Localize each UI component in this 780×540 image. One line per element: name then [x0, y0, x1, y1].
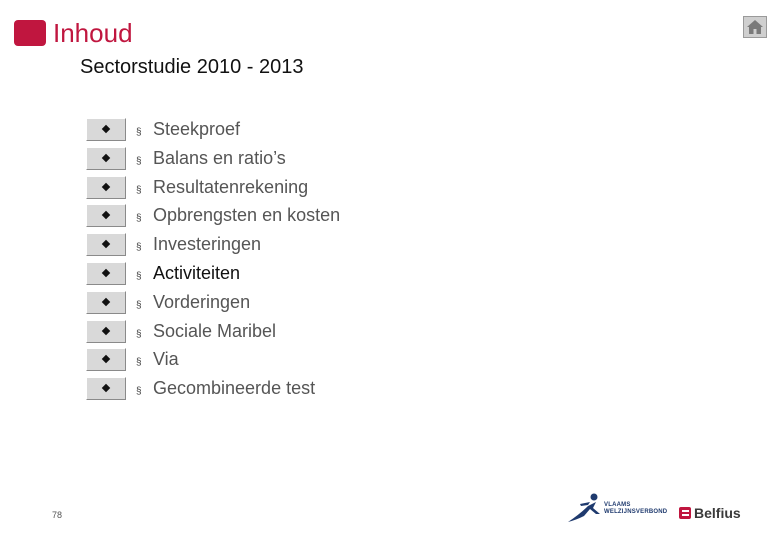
toc-item-label[interactable]: Steekproef	[153, 119, 241, 139]
square-bullet-icon: §	[136, 270, 142, 282]
toc-item-opbrengsten: § Opbrengsten en kosten	[86, 201, 386, 230]
nav-bullet-button[interactable]	[86, 204, 126, 228]
toc-item-vorderingen: § Vorderingen	[86, 288, 386, 317]
toc-item-label[interactable]: Balans en ratio’s	[153, 147, 286, 168]
vlaams-welzijnsverbond-logo: VLAAMS WELZIJNSVERBOND	[566, 492, 667, 524]
toc-item-via: § Via	[86, 345, 386, 374]
section-subtitle: Sectorstudie 2010 - 2013	[80, 56, 304, 78]
toc-item-sociale-maribel: § Sociale Maribel	[86, 317, 386, 346]
vwv-wordmark: VLAAMS WELZIJNSVERBOND	[604, 502, 667, 516]
toc-item-label[interactable]: Gecombineerde test	[153, 378, 316, 399]
diamond-icon	[101, 297, 111, 307]
diamond-icon	[101, 383, 111, 393]
diamond-icon	[101, 182, 111, 191]
square-bullet-icon: §	[136, 155, 142, 167]
toc-item-label[interactable]: Resultatenrekening	[153, 176, 309, 197]
nav-bullet-button[interactable]	[86, 348, 126, 372]
square-bullet-icon: §	[136, 299, 142, 311]
toc-item-label[interactable]: Opbrengsten en kosten	[153, 205, 341, 226]
nav-bullet-button[interactable]	[86, 118, 126, 141]
figure-logo-icon	[568, 493, 600, 522]
header-accent-block	[14, 20, 46, 46]
toc-item-activiteiten: § Activiteiten	[86, 259, 386, 288]
toc-item-label[interactable]: Sociale Maribel	[153, 320, 277, 341]
diamond-icon	[101, 124, 111, 134]
toc-item-resultatenrekening: § Resultatenrekening	[86, 173, 386, 202]
toc-item-label-active[interactable]: Activiteiten	[153, 262, 241, 283]
diamond-icon	[101, 239, 111, 249]
vwv-line2: WELZIJNSVERBOND	[604, 509, 668, 515]
nav-bullet-button[interactable]	[86, 319, 126, 343]
square-bullet-icon: §	[136, 184, 142, 196]
diamond-icon	[101, 211, 111, 220]
page-title: Inhoud	[53, 18, 133, 48]
belfius-wordmark: Belfius	[694, 505, 741, 521]
diamond-icon	[101, 153, 111, 163]
nav-bullet-button[interactable]	[86, 290, 126, 314]
page-number: 78	[52, 510, 63, 520]
nav-bullet-button[interactable]	[86, 146, 126, 170]
vwv-line1: VLAAMS	[604, 502, 631, 508]
nav-bullet-button[interactable]	[86, 175, 126, 199]
diamond-icon	[101, 268, 111, 278]
square-bullet-icon: §	[136, 328, 142, 340]
toc-item-steekproef: § Steekproef	[86, 115, 386, 144]
square-bullet-icon: §	[136, 127, 142, 138]
square-bullet-icon: §	[136, 242, 142, 254]
diamond-icon	[101, 326, 111, 335]
square-bullet-icon: §	[136, 357, 142, 369]
nav-bullet-button[interactable]	[86, 261, 126, 285]
nav-bullet-button[interactable]	[86, 233, 126, 257]
belfius-mark-icon	[679, 507, 691, 519]
toc-item-balans: § Balans en ratio’s	[86, 144, 386, 173]
toc-item-label[interactable]: Investeringen	[153, 234, 262, 255]
toc-item-investeringen: § Investeringen	[86, 230, 386, 259]
table-of-contents: § Steekproef § Balans en ratio’s § Resul…	[86, 115, 386, 403]
toc-item-label[interactable]: Vorderingen	[153, 291, 251, 312]
square-bullet-icon: §	[136, 213, 142, 225]
square-bullet-icon: §	[136, 386, 142, 398]
toc-item-label[interactable]: Via	[153, 349, 179, 370]
toc-item-gecombineerde-test: § Gecombineerde test	[86, 374, 386, 403]
diamond-icon	[101, 355, 111, 364]
home-icon	[747, 20, 763, 34]
nav-bullet-button[interactable]	[86, 377, 126, 401]
home-button[interactable]	[743, 16, 767, 38]
